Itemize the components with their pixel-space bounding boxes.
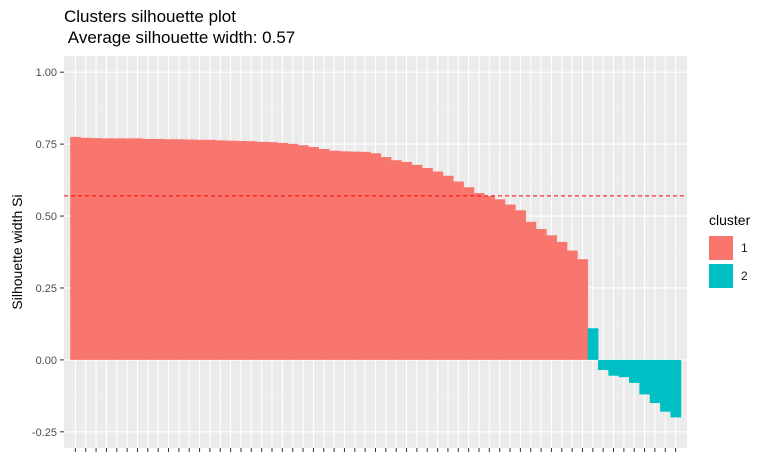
bar-cluster-1 (80, 137, 92, 360)
legend-label-cluster-2: 2 (741, 269, 748, 283)
bar-cluster-1 (256, 141, 268, 360)
bar-cluster-2 (598, 359, 609, 370)
bar-cluster-1 (163, 139, 175, 360)
bar-cluster-1 (380, 157, 392, 360)
y-tick-label: 1.00 (36, 67, 57, 79)
bar-cluster-1 (494, 199, 506, 360)
y-tick-label: -0.25 (32, 427, 57, 439)
legend-title: cluster (709, 212, 751, 228)
y-tick-label: 0.00 (36, 355, 57, 367)
bar-cluster-1 (287, 143, 299, 360)
legend-swatch-cluster-2 (709, 264, 733, 288)
bar-cluster-1 (463, 187, 475, 360)
legend-swatch-cluster-1 (709, 236, 733, 260)
y-tick-label: 0.50 (36, 211, 57, 223)
chart-title: Clusters silhouette plot Average silhoue… (64, 6, 295, 48)
y-tick-label: 0.75 (36, 139, 57, 151)
bar-cluster-1 (422, 167, 433, 360)
bar-cluster-1 (215, 140, 226, 360)
bar-cluster-1 (277, 142, 288, 360)
bar-cluster-1 (504, 204, 516, 360)
bar-cluster-1 (359, 151, 371, 360)
bar-cluster-2 (639, 359, 651, 395)
bar-cluster-1 (525, 221, 537, 360)
bar-cluster-1 (318, 149, 330, 360)
bar-cluster-1 (204, 139, 216, 360)
bar-cluster-1 (153, 138, 164, 360)
bar-cluster-1 (194, 139, 206, 360)
bar-cluster-1 (349, 151, 361, 360)
bar-cluster-2 (608, 359, 620, 376)
legend: cluster 1 2 (709, 212, 750, 290)
bar-cluster-1 (432, 171, 444, 360)
legend-label-cluster-1: 1 (741, 241, 748, 255)
legend-item-cluster-2: 2 (709, 262, 750, 290)
bar-cluster-1 (566, 250, 578, 360)
chart-title-line: Clusters silhouette plot (64, 7, 236, 26)
y-tick-label: 0.25 (36, 283, 57, 295)
bar-cluster-2 (670, 359, 682, 418)
bar-cluster-1 (266, 142, 278, 360)
bar-cluster-1 (328, 150, 340, 360)
bar-cluster-1 (142, 138, 154, 360)
bar-cluster-1 (235, 140, 247, 360)
bar-cluster-1 (411, 164, 423, 360)
bar-cluster-1 (339, 151, 351, 360)
bar-cluster-1 (556, 241, 568, 360)
bar-cluster-1 (132, 138, 144, 360)
bar-cluster-1 (111, 138, 123, 360)
legend-item-cluster-1: 1 (709, 234, 750, 262)
bar-cluster-1 (121, 138, 133, 360)
bar-cluster-1 (484, 195, 495, 360)
bar-cluster-1 (453, 181, 464, 360)
bar-cluster-1 (401, 161, 413, 360)
bar-cluster-1 (442, 175, 454, 360)
bar-cluster-1 (546, 235, 558, 360)
bar-cluster-2 (587, 328, 599, 360)
bar-cluster-1 (70, 136, 81, 360)
bar-cluster-2 (629, 359, 640, 383)
bar-cluster-1 (173, 139, 185, 360)
bar-cluster-1 (297, 145, 309, 360)
bar-cluster-1 (184, 139, 195, 360)
bar-cluster-1 (473, 193, 485, 360)
bar-cluster-1 (90, 138, 102, 360)
bar-cluster-1 (370, 153, 382, 360)
bar-cluster-1 (246, 141, 257, 360)
bar-cluster-1 (391, 160, 402, 360)
bar-cluster-1 (515, 210, 526, 360)
bar-cluster-2 (618, 359, 630, 378)
bar-cluster-2 (660, 359, 671, 412)
chart-subtitle-line: Average silhouette width: 0.57 (64, 28, 296, 47)
bar-cluster-1 (225, 140, 237, 360)
bar-cluster-1 (308, 146, 319, 360)
bar-cluster-1 (101, 138, 113, 360)
bar-cluster-1 (535, 228, 547, 360)
bar-cluster-2 (649, 359, 661, 404)
bar-cluster-1 (577, 259, 589, 360)
